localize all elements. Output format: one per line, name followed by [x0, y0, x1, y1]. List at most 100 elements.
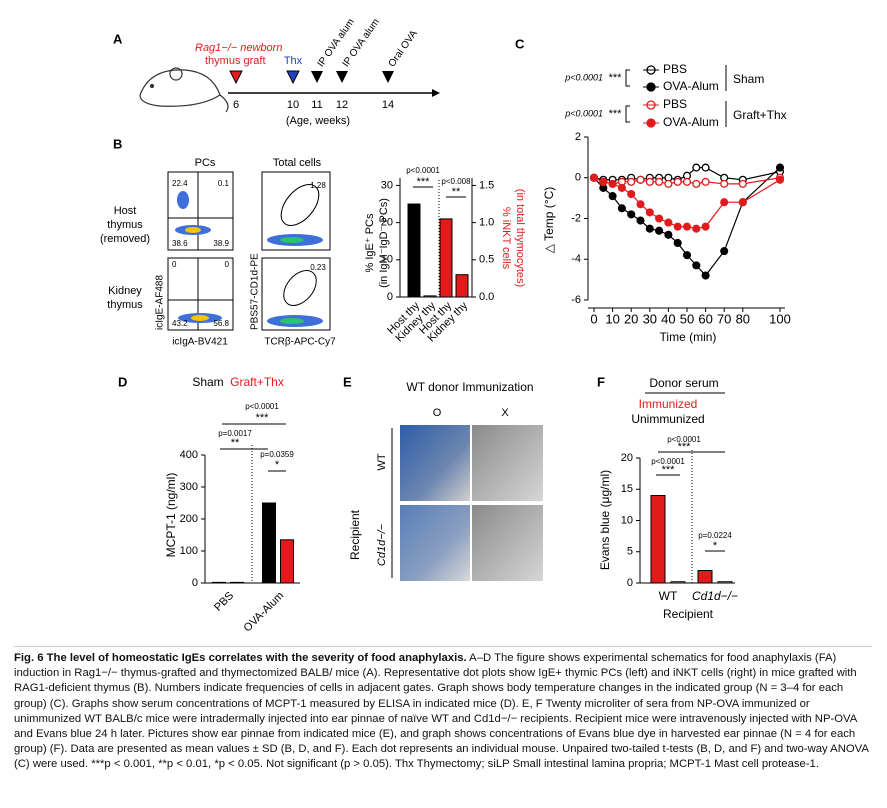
row-label: Kidney: [108, 285, 142, 297]
arrow-head: [432, 89, 440, 97]
flow-density: [175, 191, 323, 327]
axis-label: (Age, weeks): [286, 115, 350, 127]
point: [664, 179, 673, 188]
y-axis-title: Evans blue (μg/ml): [598, 470, 612, 570]
chart-title: Donor serum: [649, 376, 718, 390]
graft-marker: [229, 70, 243, 85]
annotation: p=0.0359: [260, 450, 294, 459]
bar: [262, 502, 276, 584]
legend-label: PBS: [663, 62, 687, 76]
week-label: 14: [382, 99, 394, 111]
row-title: Recipient: [348, 509, 362, 560]
y-tick-label: 10: [621, 514, 633, 526]
point: [627, 210, 636, 219]
x-tick-label: 30: [643, 311, 657, 326]
annotation: ***: [609, 72, 623, 84]
legend-label: OVA-Alum: [663, 115, 719, 129]
bar: [650, 495, 666, 584]
bar: [439, 218, 453, 298]
bar: [697, 570, 713, 584]
y-tick-label: 20: [381, 217, 393, 229]
thx-label: Thx: [284, 55, 303, 67]
annotation: p=0.0017: [218, 429, 252, 438]
gate-value: 1.28: [310, 181, 326, 190]
y-tick-label: 20: [621, 452, 633, 464]
graft-label: Rag1−/− newborn: [195, 42, 282, 54]
point: [664, 230, 673, 239]
point: [701, 163, 710, 172]
row-label: thymus: [107, 219, 143, 231]
group-label: Graft+Thx: [733, 108, 787, 122]
y-tick-label: 5: [627, 546, 633, 558]
y-tick-label: 300: [180, 481, 198, 493]
x-tick-label: 20: [624, 311, 638, 326]
annotation: ***: [417, 176, 431, 188]
panel-letter: A: [113, 31, 123, 46]
gate-value: 0: [172, 260, 177, 269]
y-axis-title: (in IgM⁻IgD⁻ PCs): [378, 198, 390, 288]
point: [655, 177, 664, 186]
legend-label: Unimmunized: [631, 412, 704, 426]
x-tick-label: WT: [659, 589, 678, 603]
y-tick-label: -4: [571, 253, 581, 265]
annotation: *: [275, 459, 280, 471]
x-axis-title: Recipient: [663, 607, 714, 621]
y-tick-label: 400: [180, 449, 198, 461]
y-axis-title: △ Temp (°C): [542, 187, 556, 253]
y-tick-label: 2: [575, 131, 581, 143]
point: [645, 224, 654, 233]
y-tick-label: 0.0: [479, 291, 494, 303]
week-label: 11: [311, 99, 322, 111]
row-label: (removed): [100, 233, 150, 245]
y-tick-label: 10: [381, 254, 393, 266]
annotation: p<0.0001: [245, 402, 279, 411]
annotation: p<0.0001: [564, 72, 603, 82]
annotation: ***: [256, 412, 270, 424]
point: [692, 224, 701, 233]
x-tick-label: OVA-Alum: [242, 590, 287, 635]
column-label: O: [433, 407, 442, 419]
x-tick-label: 0: [590, 311, 597, 326]
caption-body: A–D The figure shows experimental schema…: [14, 652, 869, 771]
mouse-icon: [139, 67, 229, 113]
series-line: [593, 177, 781, 230]
point: [701, 177, 710, 186]
y-axis-title: MCPT-1 (ng/ml): [164, 473, 178, 558]
point: [701, 271, 710, 280]
point: [682, 222, 692, 231]
point: [645, 208, 654, 217]
point: [682, 177, 692, 186]
ear-image: [472, 425, 543, 501]
annotation: p<0.0001: [406, 166, 440, 175]
bar: [407, 203, 421, 298]
column-title: PCs: [195, 157, 216, 169]
annotation: ***: [678, 441, 692, 453]
gate-value: 43.2: [172, 319, 188, 328]
row-label: Cd1d−/−: [376, 523, 388, 566]
point: [692, 261, 701, 270]
series-line: [593, 177, 781, 185]
x-tick-label: 60: [698, 311, 712, 326]
y-tick-label: 1.5: [479, 179, 494, 191]
axis-label: icIgE-AF488: [155, 275, 166, 330]
y2-axis-title: (in total thymocytes): [514, 189, 526, 287]
annotation: ***: [662, 464, 676, 476]
y-tick-label: 15: [621, 483, 633, 495]
legend-label: OVA-Alum: [663, 79, 719, 93]
legend-label: Sham: [192, 375, 223, 389]
panel-letter: E: [343, 374, 352, 389]
bracket: [625, 105, 630, 123]
point: [682, 251, 692, 260]
point: [720, 179, 729, 188]
point: [608, 179, 617, 188]
week-label: 10: [287, 99, 299, 111]
point: [673, 177, 682, 186]
y-tick-label: -2: [571, 212, 581, 224]
thx-marker: [286, 70, 300, 85]
ip-marker: [311, 71, 323, 83]
y-tick-label: 0: [387, 291, 393, 303]
caption: Fig. 6 The level of homeostatic IgEs cor…: [14, 646, 872, 773]
panel-letter: F: [597, 374, 605, 389]
row-label: Host: [114, 205, 137, 217]
